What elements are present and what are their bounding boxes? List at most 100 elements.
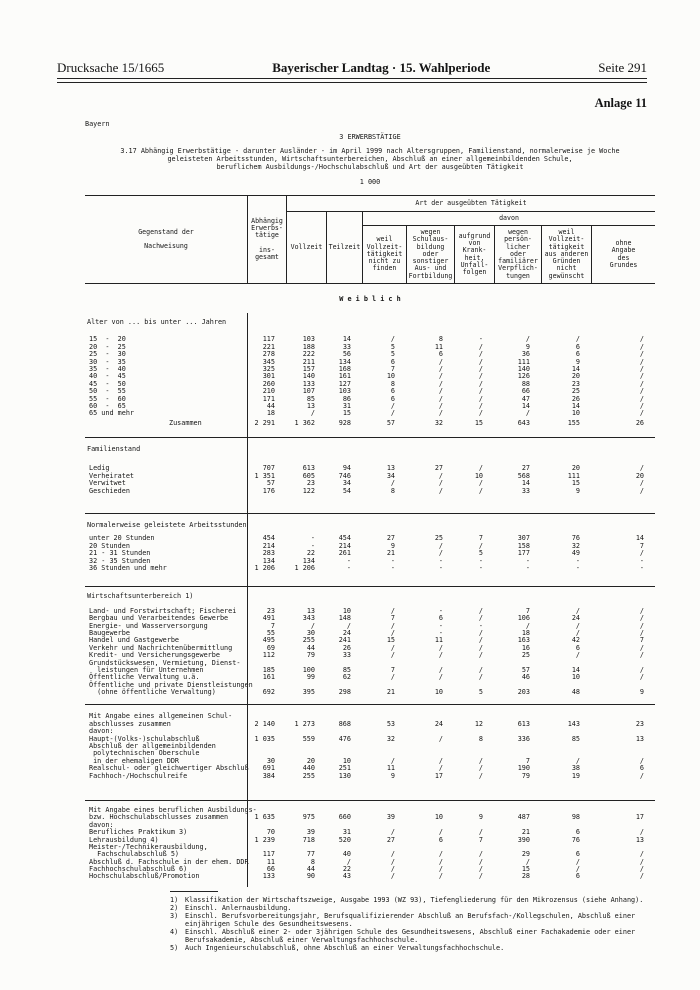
table-row: Lehrausbildung 4) 1 239 718 520 27 6 7 390 76 13 bbox=[85, 835, 655, 844]
cell-value: 476 bbox=[338, 734, 351, 743]
table-section: Alter von ... bis unter ... Jahren 15 - 2… bbox=[85, 313, 655, 437]
cell-value: 25 bbox=[571, 387, 580, 396]
cell-value: 15 bbox=[474, 418, 483, 427]
cell-value: 24 bbox=[571, 614, 580, 623]
cell-value: / bbox=[639, 486, 644, 495]
section-divider bbox=[85, 437, 655, 439]
cell-value: / bbox=[390, 479, 395, 488]
cell-value: 163 bbox=[517, 636, 530, 645]
cell-value: 5 bbox=[390, 350, 395, 359]
cell-value: 298 bbox=[338, 688, 351, 697]
cell-value: 85 bbox=[571, 734, 580, 743]
cell-value: 487 bbox=[517, 813, 530, 822]
row-label: davon: bbox=[89, 820, 114, 829]
cell-value: 7 bbox=[478, 835, 483, 844]
cell-value: 117 bbox=[262, 850, 275, 859]
cell-value: 261 bbox=[338, 549, 351, 558]
table-row: Baugewerbe 55 30 24 / - / 18 / / bbox=[85, 628, 655, 637]
cell-value: 8 bbox=[310, 857, 315, 866]
cell-value: 260 bbox=[262, 379, 275, 388]
cell-value: 133 bbox=[302, 379, 315, 388]
cell-value: 23 bbox=[571, 379, 580, 388]
row-label: Fachhoch-/Hochschulreife bbox=[89, 771, 188, 780]
cell-value: / bbox=[575, 865, 580, 874]
footnote-divider bbox=[170, 890, 218, 892]
cell-value: / bbox=[639, 643, 644, 652]
footnote: 5) Auch Ingenieurschulabschluß, ohne Absc… bbox=[170, 944, 700, 952]
cell-value: 1 035 bbox=[254, 734, 275, 743]
cell-value: 40 bbox=[342, 850, 351, 859]
table-body: Alter von ... bis unter ... Jahren 15 - 2… bbox=[85, 313, 655, 887]
cell-value: 868 bbox=[338, 719, 351, 728]
table-row: Haupt-(Volks-)schulabschluß 1 035 559 476 32… bbox=[85, 734, 655, 743]
cell-value: / bbox=[478, 628, 483, 637]
cell-value: 39 bbox=[306, 828, 315, 837]
cell-value: / bbox=[438, 850, 443, 859]
cell-value: / bbox=[639, 673, 644, 682]
cell-value: 107 bbox=[302, 387, 315, 396]
cell-value: 2 291 bbox=[254, 418, 275, 427]
table-row: Verwitwet 57 23 34 / / / 14 15 / bbox=[85, 479, 655, 488]
cell-value: 18 bbox=[521, 628, 530, 637]
cell-value: / bbox=[438, 665, 443, 674]
row-label: Hochschulabschluß/Promotion bbox=[89, 872, 200, 881]
cell-value: 454 bbox=[262, 534, 275, 543]
cell-value: 11 bbox=[386, 764, 395, 773]
cell-value: 7 bbox=[639, 636, 644, 645]
table-row: 20 - 25 221 188 33 5 11 / 9 6 / bbox=[85, 342, 655, 351]
header-reason-6: ohne Angabe des Grundes bbox=[591, 226, 655, 283]
table-row: Bergbau und Verarbeitendes Gewerbe 491 343… bbox=[85, 614, 655, 623]
cell-value: 491 bbox=[262, 614, 275, 623]
table-row: polytechnischen Oberschule bbox=[85, 749, 655, 757]
cell-value: 44 bbox=[306, 643, 315, 652]
cell-value: 99 bbox=[306, 673, 315, 682]
cell-value: 26 bbox=[635, 418, 644, 427]
cell-value: / bbox=[438, 549, 443, 558]
cell-value: 14 bbox=[635, 534, 644, 543]
table-row: Kredit- und Versicherungsgewerbe 112 79 33 /… bbox=[85, 651, 655, 660]
footnote: 3) Einschl. Berufsvorbereitungsjahr, Beru… bbox=[170, 912, 700, 928]
header-reason-2: wegen Schulaus- bildung oder sonstiger A… bbox=[406, 226, 454, 283]
cell-value: / bbox=[478, 865, 483, 874]
cell-value: 613 bbox=[302, 464, 315, 473]
cell-value: 188 bbox=[302, 342, 315, 351]
cell-value: / bbox=[639, 857, 644, 866]
cell-value: 7 bbox=[390, 364, 395, 373]
table-row: 20 Stunden 214 - 214 9 / / 158 32 7 bbox=[85, 542, 655, 550]
section-divider bbox=[85, 586, 655, 588]
table-section: Mit Angabe eines beruflichen Ausbildungs… bbox=[85, 801, 655, 887]
cell-value: / bbox=[390, 606, 395, 615]
cell-value: 57 bbox=[266, 479, 275, 488]
cell-value: / bbox=[478, 486, 483, 495]
cell-value: / bbox=[438, 394, 443, 403]
cell-value: 44 bbox=[266, 401, 275, 410]
cell-value: 27 bbox=[386, 534, 395, 543]
row-label: Handel und Gastgewerbe bbox=[89, 636, 180, 645]
cell-value: 55 bbox=[266, 628, 275, 637]
table-row: Öffentliche Verwaltung u.ä. 161 99 62 / / / 46 1… bbox=[85, 673, 655, 682]
cell-value: 22 bbox=[306, 549, 315, 558]
footnote-text: Einschl. Berufsvorbereitungsjahr, Berufs… bbox=[185, 911, 636, 928]
cell-value: 53 bbox=[386, 719, 395, 728]
cell-value: 36 bbox=[521, 350, 530, 359]
cell-value: / bbox=[438, 673, 443, 682]
table-row: Fachschulabschluß 5) 117 77 40 / / / 29 6 / bbox=[85, 850, 655, 859]
table-header: Gegenstand der Nachweisung Abhängig Erwe… bbox=[85, 195, 655, 284]
cell-value: 85 bbox=[342, 665, 351, 674]
header-vollzeit: Vollzeit bbox=[286, 212, 326, 283]
cell-value: / bbox=[478, 394, 483, 403]
table-row: Verkehr und Nachrichtenübermittlung 69 44 2… bbox=[85, 643, 655, 652]
cell-value: 13 bbox=[306, 606, 315, 615]
table-row: Abschluß d. Fachschule in der ehem. DDR 1… bbox=[85, 857, 655, 866]
row-label: Kredit- und Versicherungsgewerbe bbox=[89, 651, 220, 660]
cell-value: 26 bbox=[571, 394, 580, 403]
cell-value: 8 bbox=[438, 335, 443, 344]
cell-value: / bbox=[390, 673, 395, 682]
cell-value: - bbox=[639, 563, 644, 572]
cell-value: / bbox=[478, 357, 483, 366]
cell-value: - bbox=[346, 556, 351, 565]
cell-value: 48 bbox=[571, 688, 580, 697]
cell-value: 57 bbox=[386, 418, 395, 427]
table-row: 32 - 35 Stunden 134 134 - - - - - - - bbox=[85, 556, 655, 565]
